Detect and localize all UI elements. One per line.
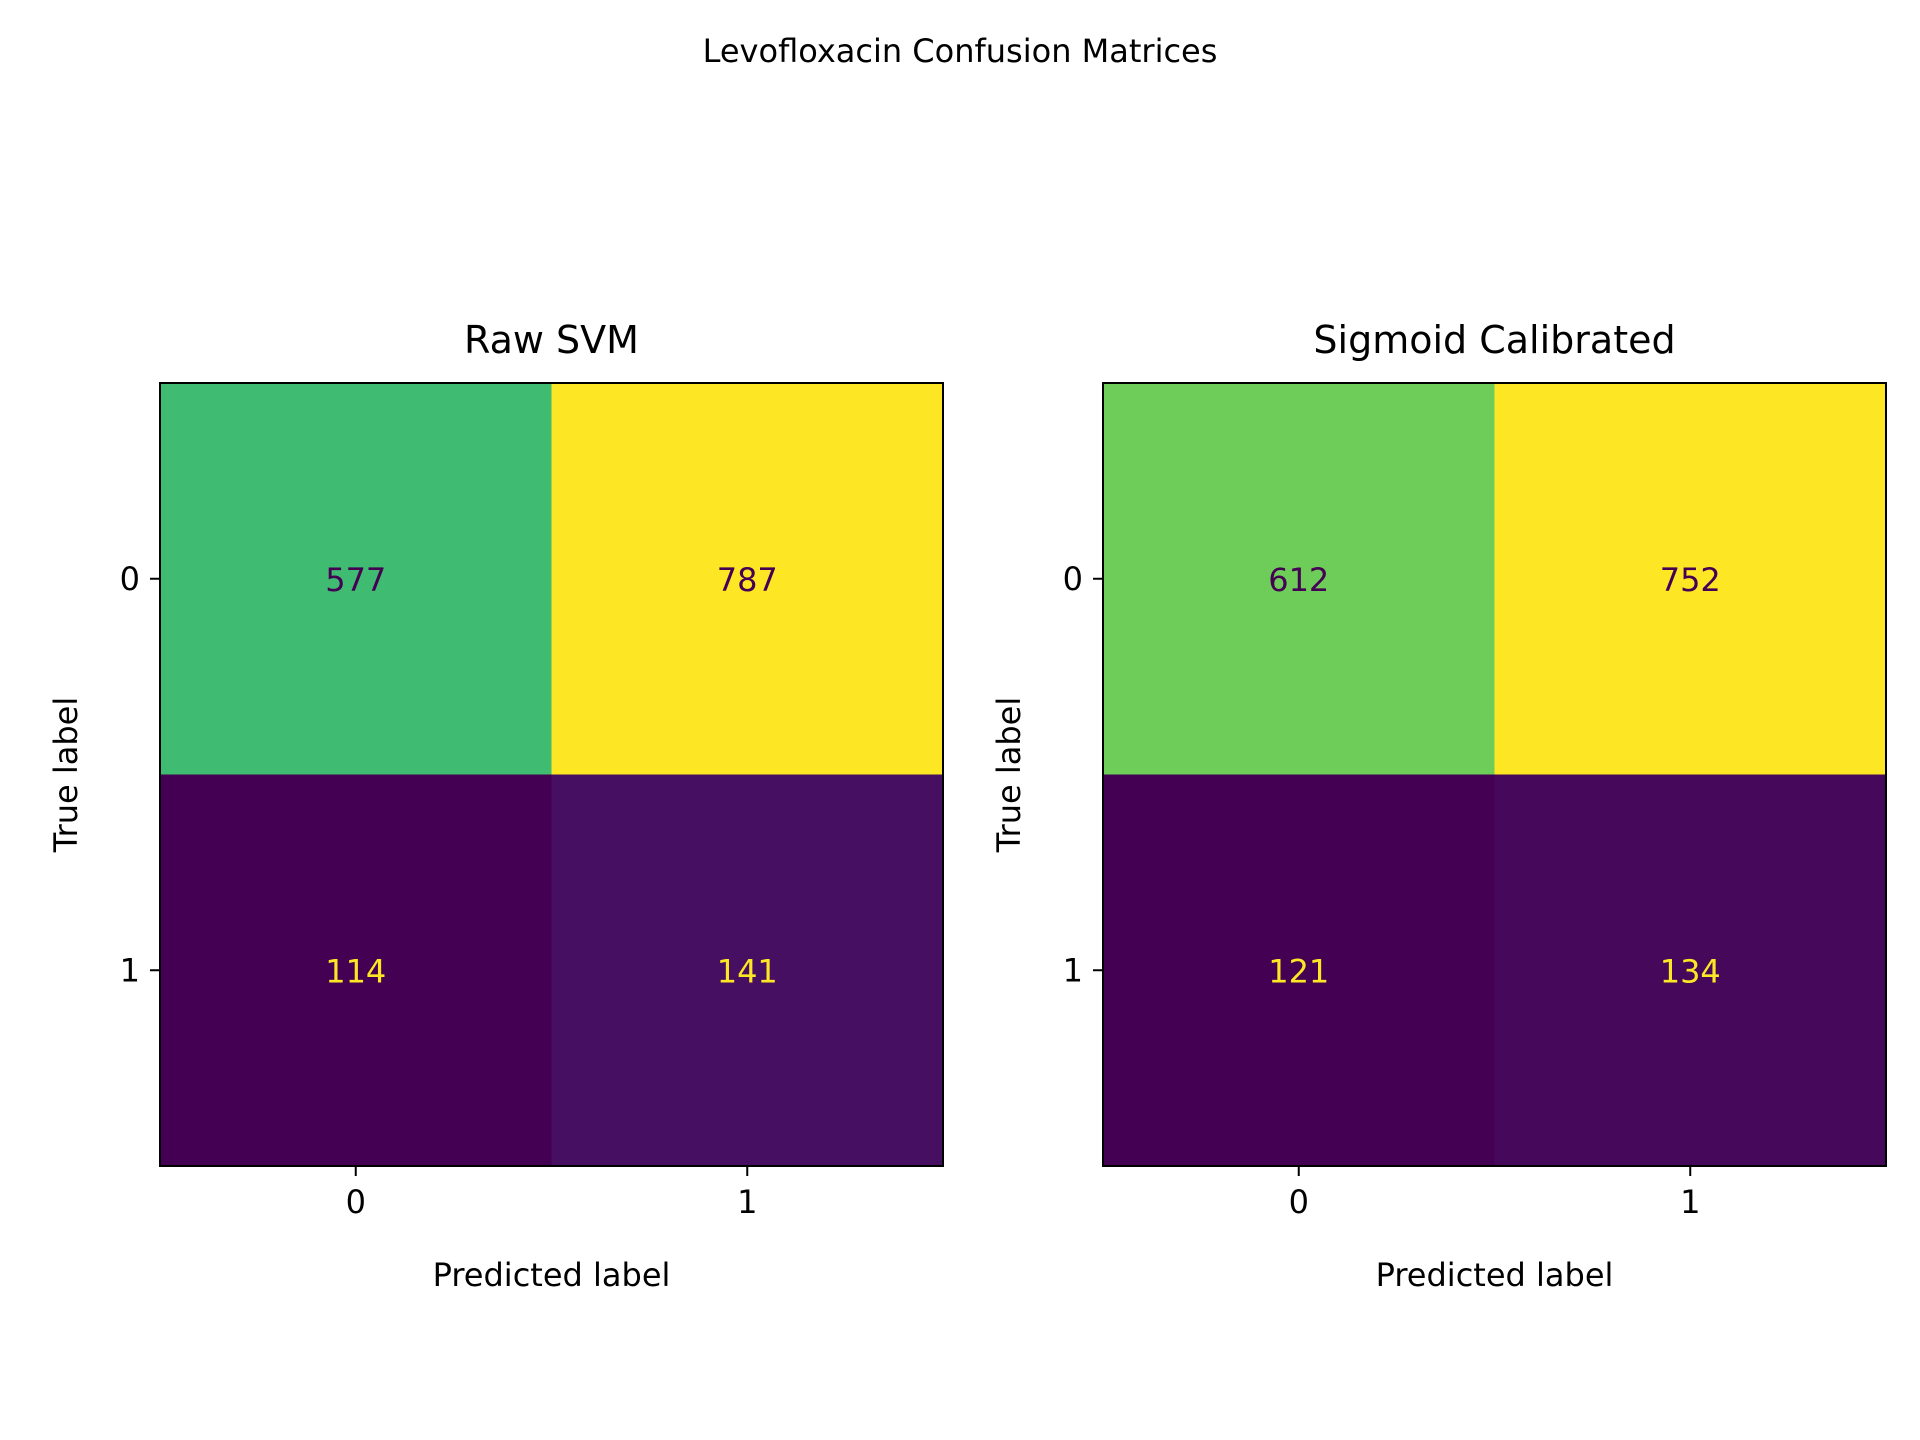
- y-tick-label: 1: [120, 951, 140, 989]
- panel-title: Sigmoid Calibrated: [1313, 318, 1675, 362]
- matrix-cell: [160, 383, 552, 775]
- matrix-panel-1: 577 787 114 141 Raw SVM 0 1 0 1 Predicted label Tr…: [47, 318, 944, 1294]
- cell-value-label: 121: [1268, 952, 1329, 990]
- x-tick-label: 1: [1680, 1183, 1700, 1221]
- cell-value-label: 612: [1268, 561, 1329, 599]
- cell-value-label: 141: [717, 952, 778, 990]
- matrix-cell: [551, 383, 944, 775]
- axes-frame: [1102, 382, 1887, 1167]
- matrix-panel-2: 612 752 121 134 Sigmoid Calibrated 0 1 0 1 Predic…: [990, 318, 1887, 1294]
- matrix-cell: [1103, 383, 1495, 775]
- matrix-cell: [160, 774, 552, 1167]
- panels: 577 787 114 141 Raw SVM 0 1 0 1 Predicted label Tr…: [47, 318, 1887, 1294]
- x-tick-label: 1: [737, 1183, 757, 1221]
- matrix-cell: [1103, 774, 1495, 1167]
- y-axis-label: True label: [990, 697, 1028, 854]
- y-tick-label: 0: [1063, 560, 1083, 598]
- cell-value-label: 787: [717, 561, 778, 599]
- x-tick-label: 0: [1289, 1183, 1309, 1221]
- cell-value-label: 752: [1660, 561, 1721, 599]
- cell-value-label: 577: [325, 561, 386, 599]
- y-axis-label: True label: [47, 697, 85, 854]
- y-tick-label: 1: [1063, 951, 1083, 989]
- matrix-cell: [1494, 774, 1887, 1167]
- panel-title: Raw SVM: [464, 318, 639, 362]
- matrix-cell: [551, 774, 944, 1167]
- figure-title: Levofloxacin Confusion Matrices: [703, 32, 1218, 70]
- axes-frame: [159, 382, 944, 1167]
- x-axis-label: Predicted label: [433, 1256, 671, 1294]
- matrix-cell: [1494, 383, 1887, 775]
- cell-value-label: 134: [1660, 952, 1721, 990]
- x-axis-label: Predicted label: [1376, 1256, 1614, 1294]
- cell-value-label: 114: [325, 952, 386, 990]
- y-tick-label: 0: [120, 560, 140, 598]
- x-tick-label: 0: [346, 1183, 366, 1221]
